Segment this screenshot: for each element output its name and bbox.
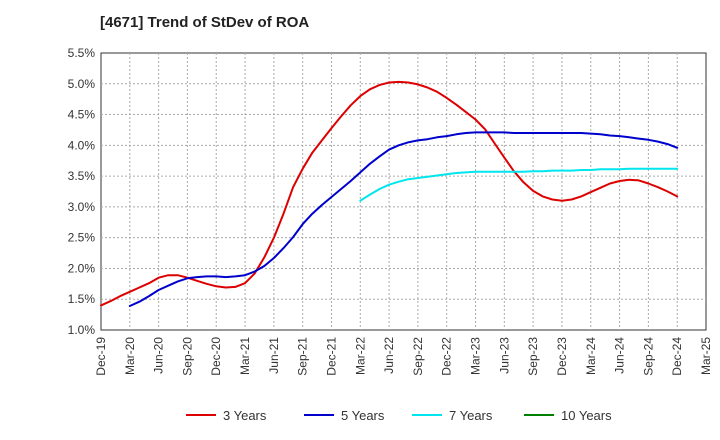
legend-label-10-years: 10 Years — [561, 408, 612, 423]
x-tick-label: Mar-23 — [469, 337, 483, 375]
x-tick-label: Jun-24 — [613, 337, 627, 374]
x-axis: Dec-19 Mar-20 Jun-20 Sep-20 Dec-20 Mar-21 Jun-… — [94, 337, 713, 376]
x-tick-label: Sep-24 — [641, 337, 655, 376]
legend: 3 Years 5 Years 7 Years 10 Years — [186, 408, 612, 423]
x-tick-label: Mar-24 — [584, 337, 598, 375]
y-tick-label: 4.0% — [68, 138, 96, 152]
x-tick-label: Mar-20 — [123, 337, 137, 375]
x-tick-label: Jun-22 — [382, 337, 396, 374]
x-tick-label: Dec-23 — [555, 337, 569, 376]
legend-label-3-years: 3 Years — [223, 408, 267, 423]
x-tick-label: Dec-24 — [670, 337, 684, 376]
y-tick-label: 5.0% — [68, 77, 96, 91]
y-tick-label: 2.5% — [68, 231, 96, 245]
y-tick-label: 5.5% — [68, 46, 96, 60]
y-tick-label: 3.0% — [68, 200, 96, 214]
series-lines — [100, 80, 679, 307]
y-tick-label: 1.0% — [68, 323, 96, 337]
series-line-7-years — [359, 167, 679, 202]
y-tick-label: 2.0% — [68, 261, 96, 275]
x-tick-label: Sep-23 — [526, 337, 540, 376]
chart-title: [4671] Trend of StDev of ROA — [100, 14, 310, 31]
x-tick-label: Dec-20 — [209, 337, 223, 376]
x-tick-label: Mar-21 — [238, 337, 252, 375]
x-tick-label: Jun-20 — [152, 337, 166, 374]
x-tick-label: Sep-22 — [411, 337, 425, 376]
x-tick-label: Dec-22 — [440, 337, 454, 376]
series-line-5-years — [128, 131, 679, 307]
x-tick-label: Jun-21 — [267, 337, 281, 374]
series-line-3-years — [100, 80, 679, 307]
x-tick-label: Dec-21 — [324, 337, 338, 376]
y-tick-label: 1.5% — [68, 292, 96, 306]
y-tick-label: 3.5% — [68, 169, 96, 183]
x-tick-label: Jun-23 — [497, 337, 511, 374]
y-axis: 1.0% 1.5% 2.0% 2.5% 3.0% 3.5% 4.0% 4.5% 5.0% 5.5% — [68, 46, 96, 337]
x-tick-label: Mar-25 — [699, 337, 713, 375]
plot-area — [100, 52, 707, 331]
legend-label-5-years: 5 Years — [341, 408, 385, 423]
gridlines — [101, 53, 706, 330]
x-tick-label: Dec-19 — [94, 337, 108, 376]
x-tick-label: Sep-21 — [296, 337, 310, 376]
x-tick-label: Mar-22 — [353, 337, 367, 375]
plot-frame — [100, 52, 707, 331]
y-tick-label: 4.5% — [68, 108, 96, 122]
x-tick-label: Sep-20 — [180, 337, 194, 376]
legend-label-7-years: 7 Years — [449, 408, 493, 423]
